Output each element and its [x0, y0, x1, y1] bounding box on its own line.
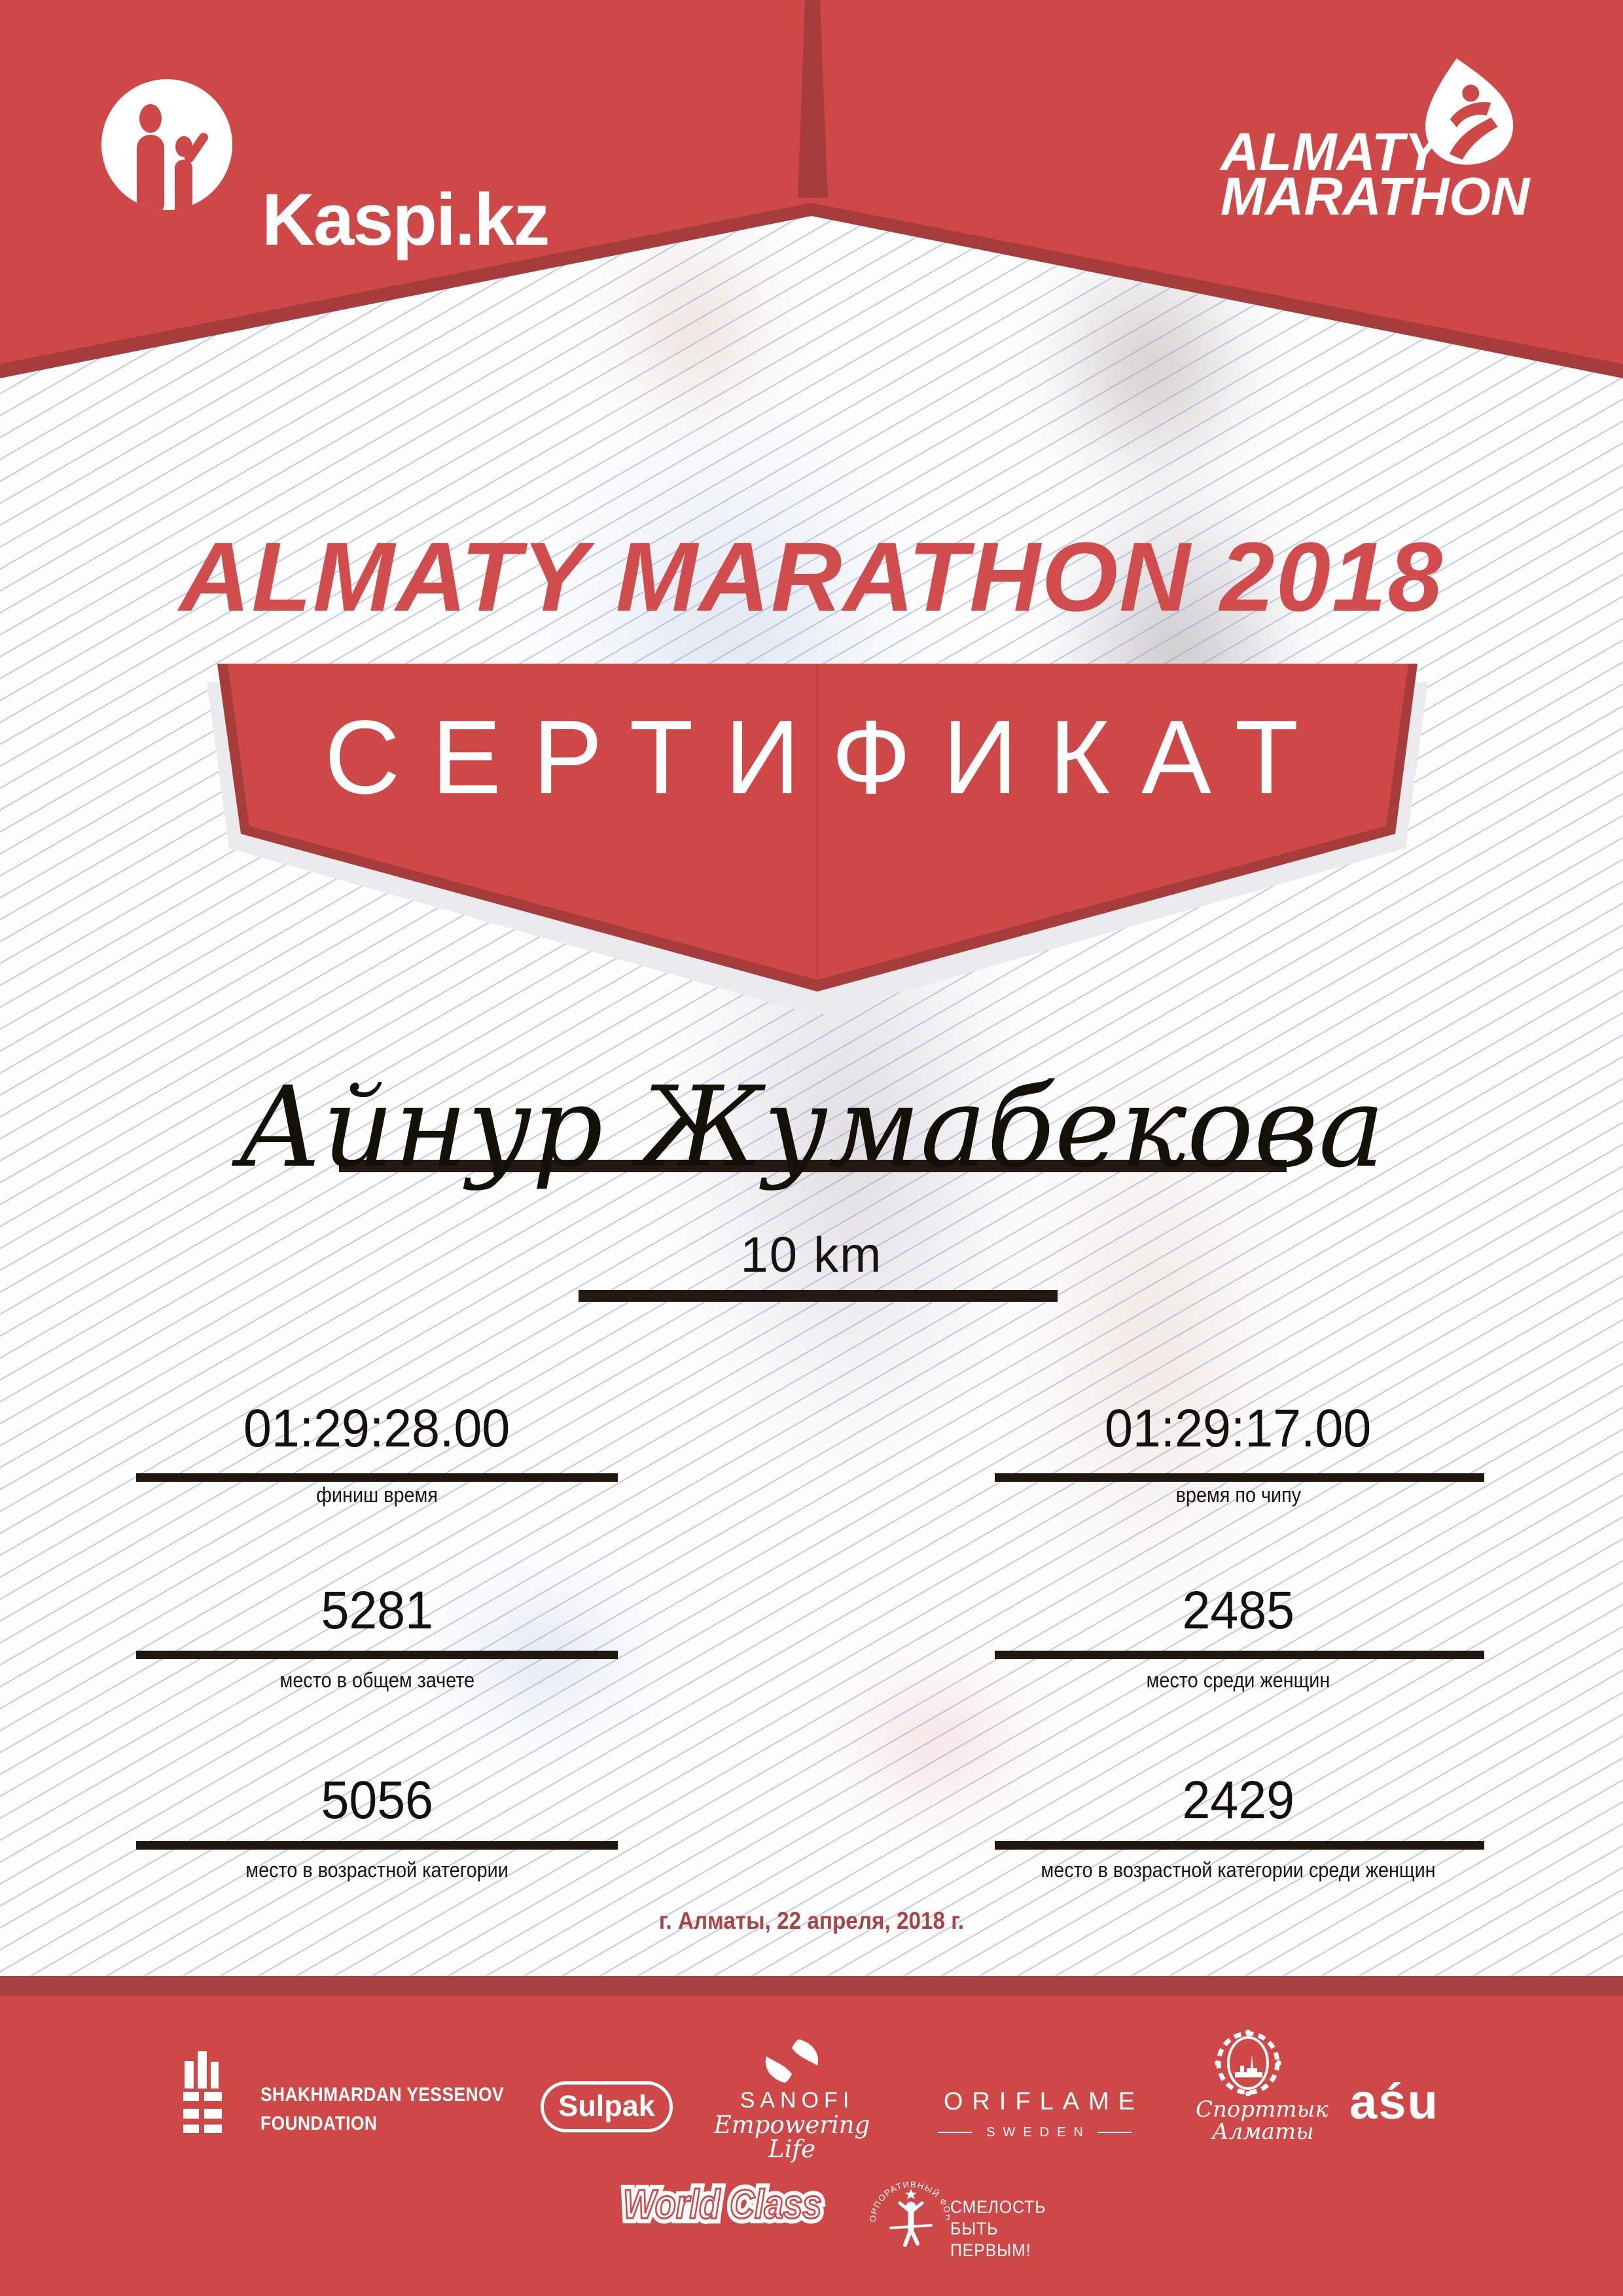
yessenov-foundation-name: SHAKHMARDAN YESSENOV — [260, 2084, 505, 2106]
name-underline — [339, 1160, 1287, 1172]
kaspi-logo-text: Kaspi.kz — [262, 179, 550, 260]
women-place-label: место среди женщин — [1146, 1668, 1330, 1692]
world-class-outline: World Class — [618, 2179, 826, 2231]
oriflame-logo-text: ORIFLAME — [943, 2088, 1145, 2115]
stat-rule — [136, 1841, 618, 1850]
distance-underline — [579, 1290, 1058, 1302]
stat-rule — [995, 1651, 1484, 1659]
stat-rule — [995, 1841, 1484, 1850]
marathon-logo-line2: MARATHON — [1221, 167, 1530, 226]
stat-rule — [136, 1473, 618, 1482]
marathon-logo-line1: ALMATY — [1221, 122, 1440, 182]
participant-name: Айнур Жумабекова — [238, 1063, 1385, 1193]
left-dash — [938, 2132, 972, 2133]
sanofi-tagline: Empowering Life — [713, 2111, 870, 2163]
age-women-place-label: место в возрастной категории среди женщи… — [1041, 1858, 1436, 1882]
fund-slogan-line3: ПЕРВЫМ! — [950, 2240, 1031, 2260]
kaspi-icon — [101, 79, 232, 210]
world-class-text: World Class — [622, 2182, 823, 2227]
sport-almaty-emblem — [1215, 2030, 1281, 2096]
distance-value: 10 km — [740, 1227, 883, 1283]
sanofi-icon — [765, 2039, 819, 2083]
stat-rule — [136, 1651, 618, 1659]
age-place-label: место в возрастной категории — [245, 1858, 508, 1882]
sport-almaty-text2: Алматы — [1212, 2119, 1314, 2145]
women-place-value: 2485 — [1182, 1581, 1294, 1640]
corporate-fund-emblem: КОРПОРАТИВНЫЙ ФОНД — [869, 2170, 950, 2247]
header-banner-shape — [0, 0, 1623, 378]
finish-time-label: финиш время — [316, 1483, 438, 1507]
sulpak-logo: Sulpak — [541, 2081, 673, 2132]
yessenov-foundation-icon — [183, 2051, 222, 2133]
age-women-place-value: 2429 — [1182, 1770, 1294, 1830]
age-place-value: 5056 — [321, 1770, 433, 1830]
yessenov-foundation-name2: FOUNDATION — [260, 2113, 378, 2134]
finish-time-value: 01:29:28.00 — [243, 1399, 510, 1458]
event-title: ALMATY MARATHON 2018 — [179, 522, 1444, 632]
oriflame-country: SWEDEN — [986, 2125, 1091, 2140]
footer-shadow-strip — [0, 1976, 1623, 1996]
kaspi-logo: Kaspi.kz — [97, 77, 686, 257]
certificate-word: СЕРТИФИКАТ — [324, 698, 1330, 816]
sport-almaty-text1: Спорттык — [1196, 2096, 1329, 2123]
chip-time-value: 01:29:17.00 — [1105, 1399, 1372, 1458]
certificate-ribbon-shape — [207, 664, 1428, 1016]
fund-slogan-line1: СМЕЛОСТЬ — [950, 2197, 1046, 2217]
fund-slogan: СМЕЛОСТЬ БЫТЬ ПЕРВЫМ! — [950, 2197, 1046, 2261]
stat-rule — [995, 1473, 1484, 1482]
world-class-logo: World Class World Class — [618, 2179, 846, 2244]
chip-time-label: время по чипу — [1175, 1483, 1301, 1507]
fund-slogan-line2: БЫТЬ — [950, 2219, 999, 2238]
oriflame-sweden-row: SWEDEN — [920, 2126, 1149, 2139]
overall-place-value: 5281 — [321, 1581, 433, 1640]
sanofi-logo-text: SANOFI — [740, 2088, 855, 2113]
date-location: г. Алматы, 22 апреля, 2018 г. — [658, 1907, 965, 1934]
right-dash — [1097, 2132, 1132, 2133]
marathon-runner-icon — [1425, 58, 1513, 165]
asu-logo: aśu — [1349, 2074, 1439, 2130]
overall-place-label: место в общем зачете — [279, 1668, 474, 1692]
